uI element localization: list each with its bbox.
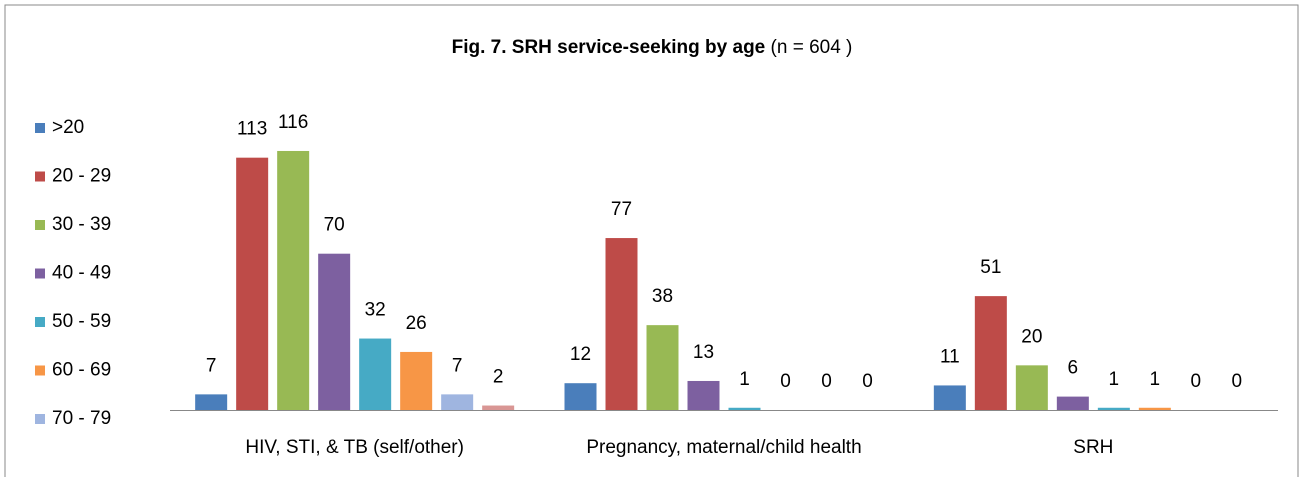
chart-title: Fig. 7. SRH service-seeking by age xyxy=(452,37,766,58)
legend-label: 70 - 79 xyxy=(52,408,111,429)
bar xyxy=(400,351,433,410)
legend-label: 50 - 59 xyxy=(52,311,111,332)
data-label: 1 xyxy=(739,369,750,390)
x-tick-label: HIV, STI, & TB (self/other) xyxy=(245,437,464,458)
data-label: 1 xyxy=(1109,369,1120,390)
bar xyxy=(236,157,269,410)
data-label: 38 xyxy=(652,286,673,307)
bar xyxy=(564,383,597,410)
data-label: 113 xyxy=(237,119,267,140)
data-label: 12 xyxy=(570,344,591,365)
data-label: 0 xyxy=(780,371,791,392)
data-label: 26 xyxy=(406,313,427,334)
bar xyxy=(605,238,638,410)
bar xyxy=(441,394,474,410)
data-label: 11 xyxy=(940,346,960,367)
bar xyxy=(974,296,1007,410)
bar xyxy=(1138,407,1171,410)
bar xyxy=(687,380,720,410)
x-tick-label: Pregnancy, maternal/child health xyxy=(586,437,861,458)
title-note: (n = 604 ) xyxy=(771,37,853,58)
legend-label: 40 - 49 xyxy=(52,263,111,284)
bar xyxy=(277,150,310,411)
x-tick-label: SRH xyxy=(1073,437,1113,458)
data-label: 0 xyxy=(1191,371,1202,392)
data-label: 20 xyxy=(1021,326,1042,347)
data-label: 0 xyxy=(821,371,832,392)
data-label: 116 xyxy=(278,112,308,133)
bar xyxy=(1015,365,1048,410)
data-label: 13 xyxy=(693,342,714,363)
bar xyxy=(195,394,228,410)
legend-label: 30 - 39 xyxy=(52,214,111,235)
data-label: 77 xyxy=(611,199,632,220)
data-label: 0 xyxy=(1232,371,1243,392)
data-label: 70 xyxy=(324,215,345,236)
legend-swatch xyxy=(35,317,45,327)
data-label: 7 xyxy=(206,355,217,376)
data-label: 1 xyxy=(1150,369,1161,390)
bar xyxy=(646,325,679,410)
bar xyxy=(933,385,966,410)
data-label: 2 xyxy=(493,367,504,388)
bar xyxy=(482,405,515,410)
data-label: 0 xyxy=(862,371,873,392)
data-label: 51 xyxy=(980,257,1001,278)
data-label: 6 xyxy=(1068,358,1079,379)
bar xyxy=(1056,396,1089,410)
legend-label: >20 xyxy=(52,117,84,138)
legend-swatch xyxy=(35,268,45,279)
chart-frame xyxy=(4,4,1299,477)
legend-swatch xyxy=(35,220,45,230)
legend-swatch xyxy=(35,365,45,376)
legend-label: 60 - 69 xyxy=(52,360,111,381)
bar xyxy=(1097,407,1130,410)
data-label: 32 xyxy=(365,300,386,321)
legend-label: 20 - 29 xyxy=(52,166,111,187)
legend-swatch xyxy=(35,123,45,133)
bar xyxy=(318,253,351,410)
legend-swatch xyxy=(35,171,45,182)
legend-swatch xyxy=(35,414,45,424)
bar xyxy=(359,338,392,410)
chart-title-group: Fig. 7. SRH service-seeking by age (n = … xyxy=(452,37,853,58)
bar xyxy=(728,407,761,410)
data-label: 7 xyxy=(452,355,463,376)
